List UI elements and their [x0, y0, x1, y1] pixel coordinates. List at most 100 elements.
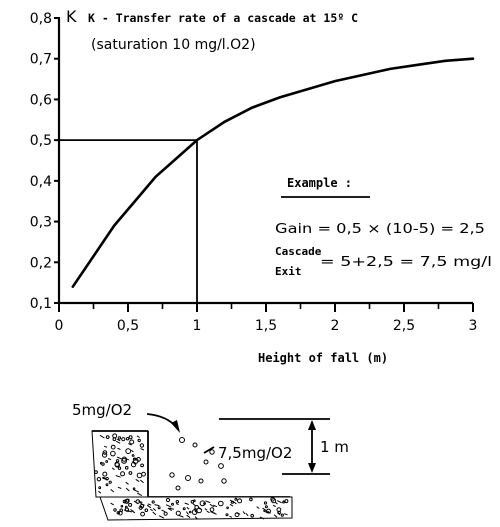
outflow-dash: [203, 446, 215, 454]
rock-hatch: [272, 504, 276, 507]
rock-hatch: [185, 511, 189, 515]
rock-hatch: [205, 500, 211, 504]
rock-speck: [135, 499, 141, 504]
rock-speck: [188, 510, 192, 514]
example-heading: Example :: [287, 176, 352, 190]
rock-speck: [121, 458, 127, 464]
rock-speck: [277, 510, 281, 515]
cascade-illustration: 5mg/O2 7,5mg/O2 1: [72, 401, 349, 521]
rock-speck: [151, 500, 155, 504]
drop: [169, 472, 175, 478]
height-arrow-down: [308, 463, 316, 473]
y-tick-label: 0,3: [30, 215, 52, 231]
rock-hatch: [135, 478, 140, 483]
rock-hatch: [192, 503, 196, 507]
rock-speck: [249, 497, 253, 502]
rock-speck: [270, 497, 275, 502]
chart-subtitle: (saturation 10 mg/l.O2): [91, 37, 256, 53]
rock-speck: [190, 500, 195, 504]
rock-speck: [132, 457, 137, 461]
rock-hatch: [116, 456, 123, 460]
inflow-arrow: [146, 413, 178, 429]
rock-speck: [125, 498, 130, 503]
water-drops: [169, 437, 227, 491]
rock-hatch: [102, 477, 108, 481]
rock-hatch: [209, 503, 215, 508]
rock-speck: [117, 436, 122, 440]
transfer-rate-curve: [71, 57, 475, 288]
rock-speck: [120, 471, 126, 477]
rock-speck: [226, 506, 229, 510]
drop: [218, 463, 224, 469]
rock-hatch: [125, 481, 129, 485]
example-cascade-label: Cascade: [275, 245, 322, 258]
rock-speck: [125, 448, 132, 455]
rock-speck: [102, 471, 108, 477]
rock-hatch: [107, 458, 112, 461]
rock-speck: [171, 502, 174, 506]
drop: [185, 475, 191, 481]
x-axis-label: Height of fall (m): [258, 351, 388, 365]
rock-speck: [130, 461, 137, 468]
rock-speck: [193, 499, 196, 503]
rock-speck: [280, 513, 284, 517]
rock-speck: [157, 506, 161, 510]
rock-hatch: [167, 507, 172, 512]
rock-speck: [124, 466, 129, 470]
rock-hatch: [175, 503, 179, 506]
rock-hatch: [139, 479, 144, 484]
height-label: 1 m: [320, 438, 349, 456]
rock-speck: [203, 502, 207, 505]
rock-speck: [131, 454, 135, 457]
rock-hatch: [186, 506, 190, 510]
rock-speck: [101, 452, 108, 458]
rock-hatch: [265, 511, 271, 514]
rock-hatch: [147, 503, 152, 506]
rock-hatch: [229, 503, 234, 507]
rock-speck: [175, 510, 181, 516]
rock-hatch: [245, 512, 249, 517]
rock-speck: [105, 483, 109, 487]
rock-hatch: [150, 508, 153, 512]
example-exit-value: = 5+2,5 = 7,5 mg/l: [320, 255, 492, 270]
rock-hatch: [110, 489, 115, 493]
rock-speck: [113, 508, 117, 512]
y-tick-label: 0,2: [30, 255, 52, 271]
rock-hatch: [115, 440, 121, 444]
rock-hatch: [212, 512, 217, 515]
rock-hatch: [204, 508, 208, 511]
x-tick-label: 1: [193, 318, 202, 334]
rock-hatch: [98, 490, 102, 494]
rock-speck: [191, 509, 198, 515]
x-tick-label: 2: [331, 318, 340, 334]
x-tick-label: 0: [55, 318, 64, 334]
rock-hatch: [140, 448, 145, 451]
rock-speck: [125, 437, 130, 441]
rock-speck: [250, 513, 254, 518]
drop: [203, 459, 209, 465]
inflow-label: 5mg/O2: [72, 401, 132, 419]
rock-speck: [165, 497, 171, 503]
rock-speck: [117, 466, 122, 470]
rock-speck: [128, 471, 133, 475]
rock-hatch: [131, 449, 134, 453]
rock-speck: [144, 508, 149, 513]
example-gain-line: Gain = 0,5 × (10-5) = 2,5: [275, 222, 485, 237]
rock-hatch: [103, 445, 108, 448]
rock-speck: [175, 500, 180, 504]
rock-hatch: [259, 516, 265, 520]
rock-hatch: [256, 506, 260, 509]
rock-hatch: [117, 486, 122, 489]
rock-speck: [182, 507, 186, 511]
rock-hatch: [178, 514, 184, 518]
rock-speck: [115, 459, 120, 463]
rock-speck: [209, 507, 215, 512]
height-arrow-up: [308, 420, 316, 430]
rock-hatch: [133, 489, 140, 493]
rock-hatch: [116, 438, 121, 442]
rock-speck: [138, 505, 143, 510]
rock-hatch: [213, 504, 218, 508]
rock-hatch: [276, 500, 282, 504]
x-tick-label: 1,5: [255, 318, 277, 334]
